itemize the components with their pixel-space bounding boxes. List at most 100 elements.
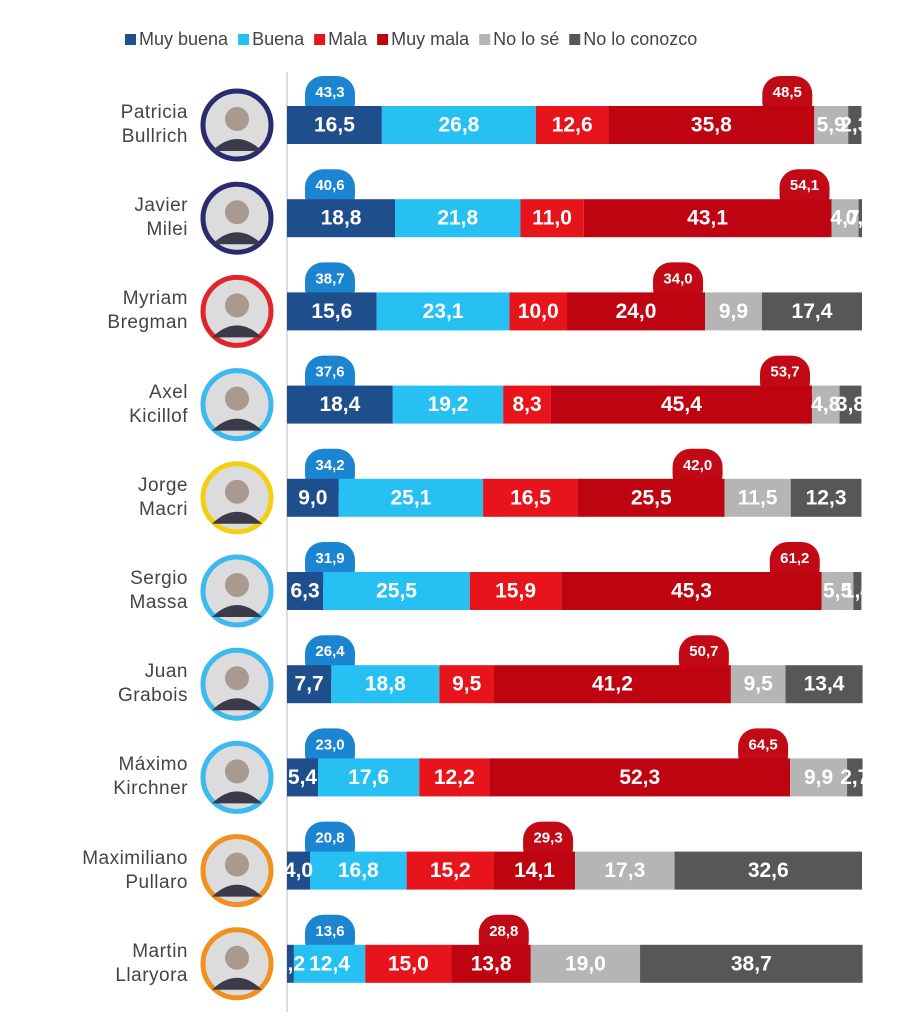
value-label: 5,5 [823,580,853,603]
category-label: Juan Grabois [117,661,188,707]
value-label: 24,0 [616,300,657,323]
bar-segment [395,199,521,238]
bar-segment [577,478,725,517]
legend-swatch [569,34,581,45]
bar-segment [550,385,812,424]
positive-total-label: 26,4 [315,643,345,660]
bar-segment [293,944,366,983]
photo-body [212,698,262,711]
bar-segment [640,944,863,983]
bar-segment [520,199,584,238]
positive-total-label: 13,6 [315,923,344,940]
category-label: Patricia Bullrich [120,102,188,147]
legend-swatch [238,34,250,45]
negative-total-label: 42,0 [683,457,712,474]
bar-segment [608,106,815,144]
negative-total-label: 50,7 [689,643,718,660]
value-label: 35,8 [691,114,732,137]
value-label: 45,4 [661,393,702,416]
bar-segment [814,106,849,144]
value-label: 10,0 [518,300,559,323]
bar-segment [583,199,832,238]
value-label: 9,5 [744,673,774,696]
value-label: 16,5 [314,114,355,137]
value-label: 15,9 [495,580,536,603]
bar-segment [730,665,786,704]
value-label: 41,2 [592,673,633,696]
legend-swatch [479,34,491,45]
bar-segment [469,572,562,610]
value-label: 43,1 [687,207,728,230]
legend-swatch [314,34,326,45]
positive-total-label: 31,9 [315,550,344,567]
bar-segment [483,478,578,517]
value-label: 16,8 [338,859,379,882]
bar-segment [489,758,791,797]
value-label: 8,3 [512,393,541,416]
legend-label: Mala [328,29,368,49]
bar-segment [785,665,863,704]
category-label: Myriam Bregman [107,288,189,334]
photo-head [225,479,249,504]
negative-total-label: 29,3 [533,830,562,847]
value-label: 13,8 [471,952,512,975]
value-label: 3,8 [836,393,866,416]
value-label: 15,6 [311,300,352,323]
value-label: 9,9 [719,300,748,323]
value-label: 7,7 [295,673,324,696]
value-label: 15,2 [430,859,471,882]
bar-segment [381,106,536,144]
value-label: 23,1 [423,300,464,323]
legend-swatch [125,34,136,45]
negative-total-label: 54,1 [790,177,819,194]
value-label: 19,2 [428,393,469,416]
bar-segment [847,758,863,797]
value-label: 13,4 [804,673,845,696]
photo-body [212,884,262,897]
bar-segment [287,292,377,331]
bar-segment [790,758,848,797]
negative-total-label: 28,8 [489,923,518,940]
bar-segment [535,106,609,144]
photo-body [212,791,262,804]
photo-body [212,605,262,617]
positive-total-label: 23,0 [315,736,344,753]
legend-label: Muy buena [139,29,229,49]
bar-segment [821,572,854,610]
bar-segment [509,292,568,331]
bar-segment [567,292,706,331]
photo-body [212,232,262,245]
photo-head [225,293,249,318]
value-label: 12,2 [434,766,475,789]
bar-segment [287,478,339,517]
bar-segment [853,572,862,610]
bar-segment [494,665,731,704]
bar-segment [724,478,791,517]
bar-segment [530,944,641,983]
value-label: 12,3 [806,486,847,509]
value-label: 4,0 [284,859,313,882]
value-label: 6,3 [291,580,320,603]
positive-total-label: 37,6 [315,364,344,381]
bar-segment [287,385,393,424]
bar-segment [338,478,484,517]
value-label: 18,8 [321,207,362,230]
category-label: Sergio Massa [129,568,188,613]
positive-total-label: 43,3 [315,84,344,101]
bar-segment [310,851,407,890]
category-label: Axel Kicillof [129,381,188,427]
value-label: 38,7 [731,952,772,975]
photo-body [212,511,262,524]
value-label: 1,2 [276,952,305,975]
bar-segment [331,665,440,704]
value-label: 2,7 [840,766,869,789]
bar-segment [831,199,859,238]
bar-segment [761,292,862,331]
photo-body [212,325,262,338]
category-label: Máximo Kirchner [113,754,188,800]
value-label: 1,4 [843,580,873,603]
bar-segment [561,572,822,610]
value-label: 12,6 [552,114,593,137]
value-label: 25,5 [631,486,672,509]
